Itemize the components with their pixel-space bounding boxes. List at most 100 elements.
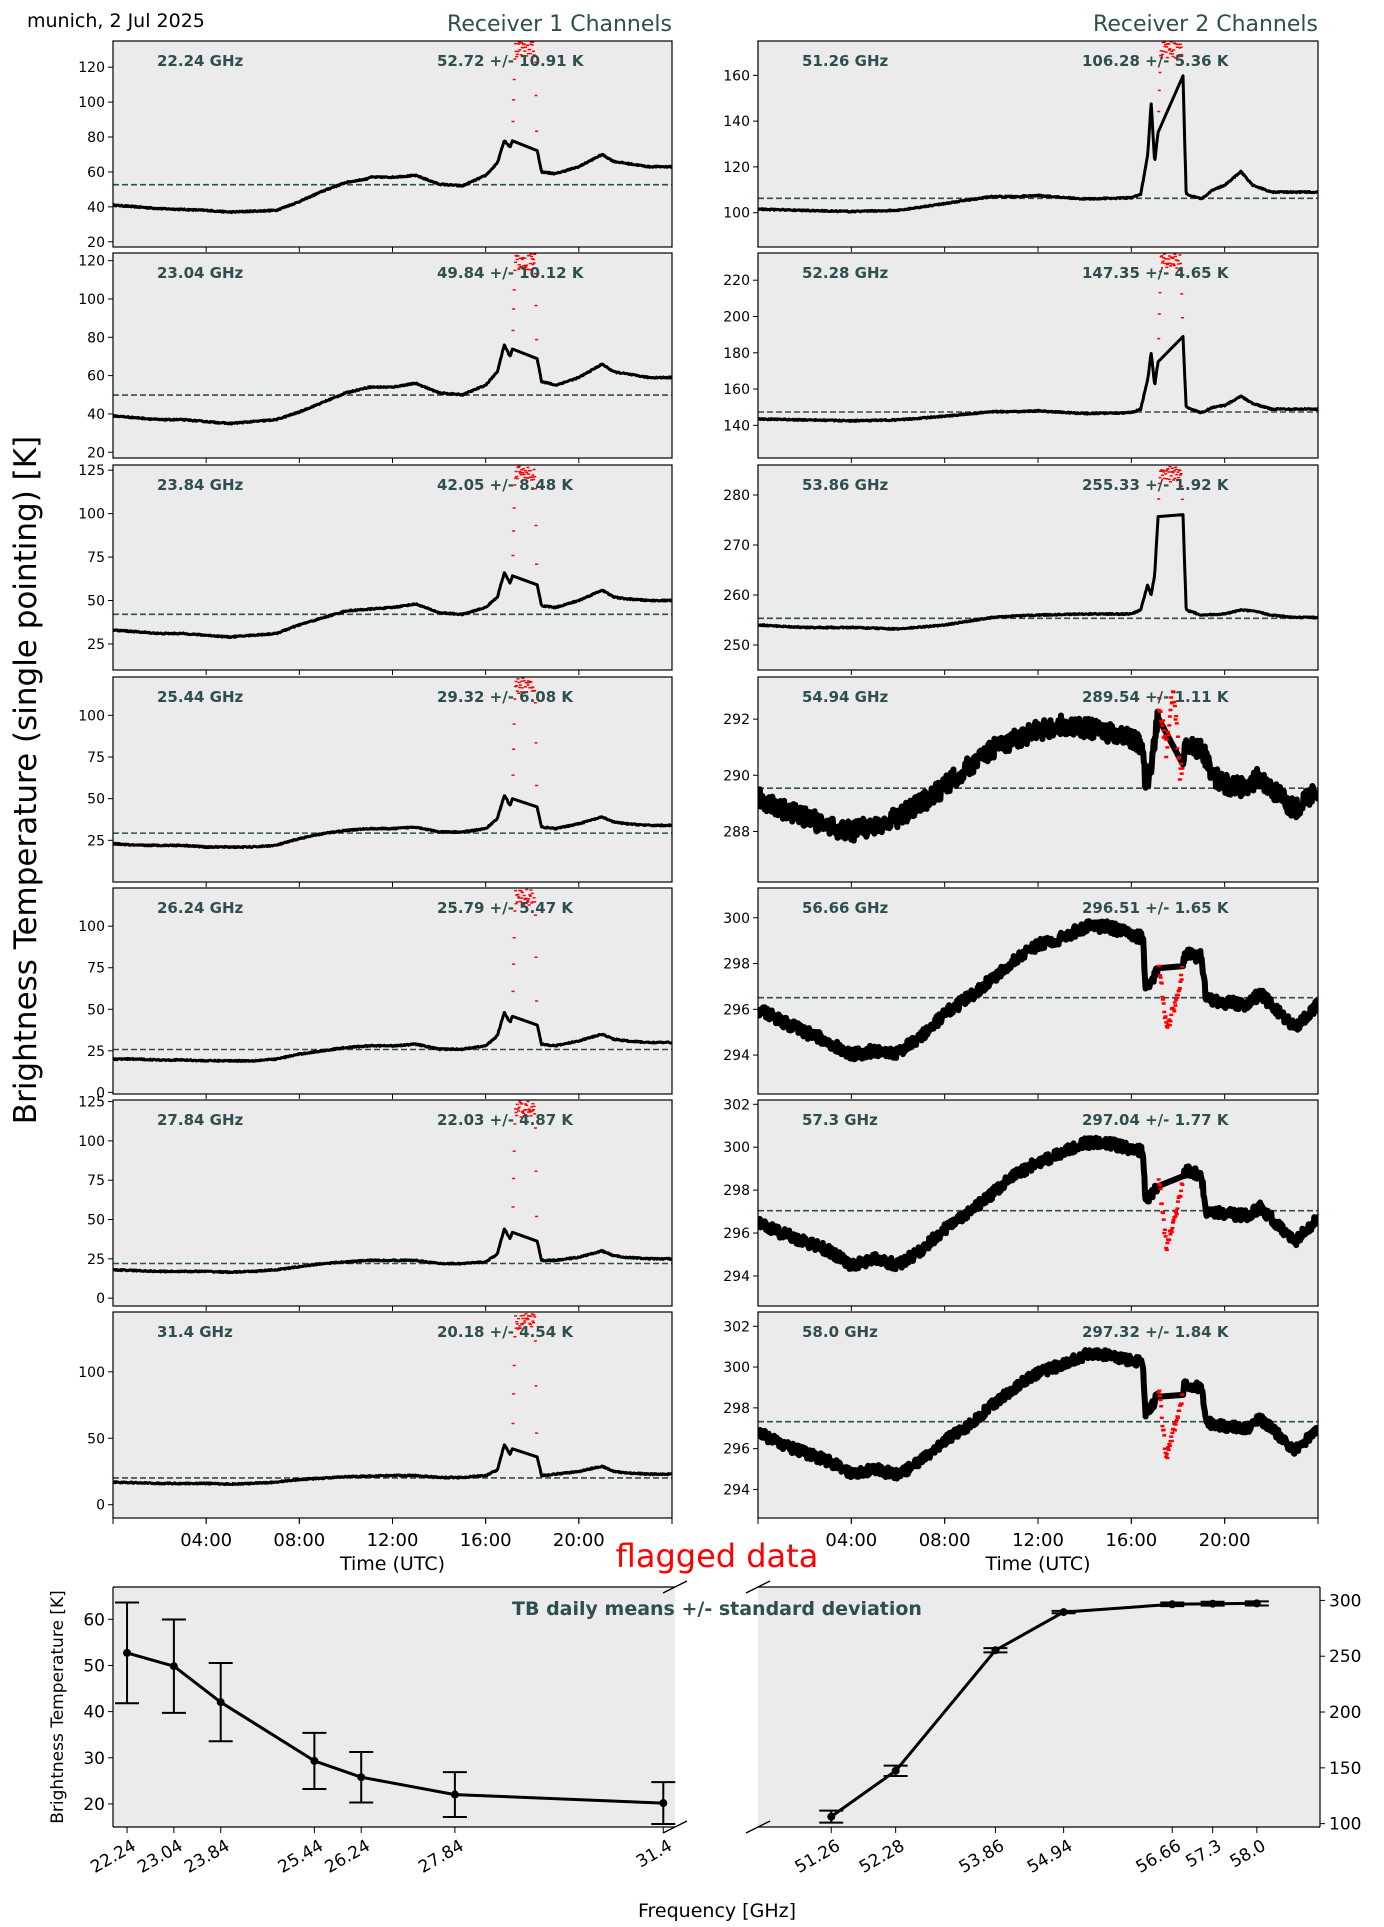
panel-background: [758, 253, 1318, 458]
x-tick-label: 52.28: [856, 1836, 908, 1878]
plot-area: [113, 1313, 672, 1487]
axis-break-mark: [662, 1580, 688, 1594]
data-point: [891, 1766, 900, 1775]
frequency-label: 22.24 GHz: [157, 52, 244, 70]
data-point: [310, 1756, 319, 1765]
x-tick-label: 12:00: [367, 1530, 419, 1551]
y-tick-label: 125: [78, 1095, 105, 1111]
panel-background: [758, 1312, 1318, 1518]
panel-background: [758, 465, 1318, 670]
y-tick-label: 250: [1329, 1647, 1361, 1667]
data-series: [113, 794, 672, 850]
channel-panel: 25 50 75 100 25.44 GHz 29.32 +/- 6.08 K: [78, 676, 673, 887]
data-series: [113, 139, 672, 215]
panel-background: [113, 253, 672, 458]
y-tick-label: 50: [87, 1431, 105, 1447]
plot-area: [113, 41, 672, 215]
y-tick-label: 50: [87, 792, 105, 808]
y-tick-label: 50: [87, 1002, 105, 1018]
y-tick-label: 20: [87, 235, 105, 251]
frequency-label: 31.4 GHz: [157, 1323, 233, 1341]
data-point: [123, 1648, 132, 1657]
plot-area: [758, 690, 1318, 844]
frequency-label: 25.44 GHz: [157, 688, 244, 706]
x-tick-label: 04:00: [180, 1530, 232, 1551]
plot-area: [113, 253, 672, 426]
channel-panel: 294 296 298 300 302 57.3 GHz 297.04 +/- 1.77 K: [723, 1097, 1319, 1311]
flagged-series: [511, 253, 539, 341]
x-tick-label: 31.4: [633, 1836, 676, 1872]
y-tick-label: 100: [78, 95, 105, 111]
y-tick-label: 288: [723, 824, 750, 840]
mean-std-label: 20.18 +/- 4.54 K: [437, 1323, 574, 1341]
flagged-series: [511, 1100, 539, 1218]
x-tick-label: 20:00: [553, 1530, 605, 1551]
plot-area: [113, 888, 672, 1063]
plot-area: [758, 918, 1318, 1063]
plot-area: [758, 465, 1318, 631]
frequency-label: 58.0 GHz: [802, 1323, 878, 1341]
axis-break-mark: [745, 1580, 771, 1594]
y-tick-label: 296: [723, 1226, 750, 1242]
data-point: [991, 1646, 1000, 1655]
data-series: [758, 918, 1318, 1063]
y-tick-label: 292: [723, 712, 750, 728]
y-tick-label: 296: [723, 1002, 750, 1018]
receiver1-title: Receiver 1 Channels: [447, 12, 672, 37]
global-ylabel: Brightness Temperature (single pointing)…: [8, 436, 44, 1124]
plot-area: [113, 465, 672, 639]
y-tick-label: 75: [87, 1173, 105, 1189]
y-tick-label: 40: [87, 407, 105, 423]
mean-std-label: 22.03 +/- 4.87 K: [437, 1111, 574, 1129]
axis-break-mark: [745, 1820, 771, 1834]
mean-std-label: 25.79 +/- 5.47 K: [437, 899, 574, 917]
y-tick-label: 25: [87, 1252, 105, 1268]
x-tick-label: 53.86: [956, 1836, 1008, 1878]
data-point: [659, 1799, 668, 1808]
y-tick-label: 75: [87, 961, 105, 977]
frequency-label: 52.28 GHz: [802, 264, 889, 282]
panel-background: [113, 1312, 672, 1518]
data-series: [758, 335, 1318, 423]
mean-std-label: 255.33 +/- 1.92 K: [1082, 476, 1230, 494]
y-tick-label: 75: [87, 750, 105, 766]
data-series: [758, 708, 1318, 844]
y-tick-label: 160: [723, 68, 750, 84]
y-tick-label: 50: [87, 1213, 105, 1229]
x-tick-label: 08:00: [919, 1530, 971, 1551]
means-title: TB daily means +/- standard deviation: [512, 1598, 922, 1620]
y-tick-label: 302: [723, 1097, 750, 1113]
receiver2-title: Receiver 2 Channels: [1093, 12, 1318, 37]
data-series: [758, 513, 1318, 631]
panel-background: [113, 677, 672, 882]
y-tick-label: 300: [723, 1140, 750, 1156]
channel-panel: 294 296 298 300 302 58.0 GHz 297.32 +/- 1.84 K: [723, 1311, 1319, 1523]
y-tick-label: 20: [87, 445, 105, 461]
x-tick-label: 26.24: [322, 1836, 374, 1878]
y-tick-label: 302: [723, 1319, 750, 1335]
flagged-series: [1157, 465, 1184, 501]
y-tick-label: 80: [87, 130, 105, 146]
y-tick-label: 30: [83, 1749, 105, 1769]
means-y-axis-label: Brightness Temperature [K]: [48, 1590, 68, 1823]
axis-break-mark: [662, 1820, 688, 1834]
panel-background: [758, 1100, 1318, 1306]
mean-std-label: 29.32 +/- 6.08 K: [437, 688, 574, 706]
y-tick-label: 294: [723, 1048, 750, 1064]
data-point: [1208, 1599, 1217, 1608]
data-series: [113, 571, 672, 639]
mean-std-label: 49.84 +/- 10.12 K: [437, 264, 585, 282]
flagged-series: [511, 888, 539, 1002]
x-tick-label: 22.24: [87, 1836, 139, 1878]
data-series: [758, 1347, 1318, 1482]
data-point: [216, 1698, 225, 1707]
x-tick-label: 04:00: [825, 1530, 877, 1551]
frequency-label: 26.24 GHz: [157, 899, 244, 917]
y-tick-label: 25: [87, 1044, 105, 1060]
x-tick-label: 12:00: [1012, 1530, 1064, 1551]
data-point: [169, 1662, 178, 1671]
plot-area: [758, 41, 1318, 214]
x-tick-label: 08:00: [273, 1530, 325, 1551]
x-tick-label: 16:00: [460, 1530, 512, 1551]
frequency-label: 23.84 GHz: [157, 476, 244, 494]
